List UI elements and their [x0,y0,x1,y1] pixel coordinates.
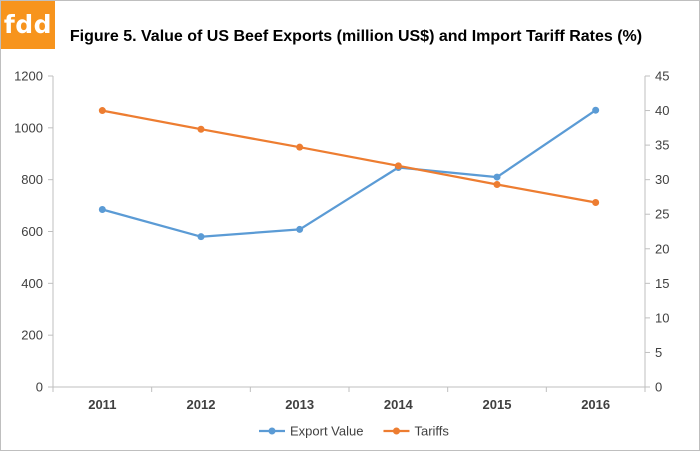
left-tick-label: 600 [21,224,43,239]
right-tick-label: 10 [655,310,669,325]
legend-label-export-value: Export Value [290,424,363,439]
export-value-line [102,109,597,238]
tariffs-line [102,109,596,204]
right-tick-label: 25 [655,207,669,222]
left-tick-label: 200 [21,328,43,343]
right-tick-label: 40 [655,103,669,118]
right-tick-label: 35 [655,138,669,153]
tariffs-point [394,162,402,170]
right-tick-label: 0 [655,380,662,395]
right-tick-label: 15 [655,276,669,291]
x-tick-label: 2015 [483,397,512,412]
tariffs-point [98,107,106,115]
export-value-point [98,205,106,213]
series-layer [98,106,600,241]
legend-label-tariffs: Tariffs [414,424,449,439]
export-value-point [296,225,304,233]
left-tick-label: 0 [36,380,43,395]
chart-title: Figure 5. Value of US Beef Exports (mill… [70,28,642,45]
export-value-point [197,233,205,241]
export-value-point [592,106,600,114]
tariffs-point [493,181,501,189]
fdd-logo: fdd [1,1,55,49]
legend-marker-tariffs [392,427,400,435]
right-tick-label: 20 [655,241,669,256]
x-tick-label: 2011 [88,397,116,412]
left-tick-label: 800 [21,172,43,187]
x-tick-label: 2016 [581,397,610,412]
x-tick-label: 2014 [384,397,414,412]
legend: Export Value Tariffs [259,424,449,439]
left-tick-label: 1000 [14,120,43,135]
right-tick-label: 5 [655,345,662,360]
export-value-point [493,173,501,181]
right-tick-label: 45 [655,69,669,84]
left-tick-label: 1200 [14,69,43,84]
tariffs-point [197,125,205,133]
tariffs-point [296,143,304,151]
x-tick-label: 2012 [187,397,216,412]
axes: 0 200 400 600 800 1000 1200 0 5 10 15 20 25 30 35 40 45 2… [14,69,669,413]
x-tick-label: 2013 [285,397,314,412]
legend-marker-export-value [268,427,276,435]
left-tick-label: 400 [21,276,43,291]
right-tick-label: 30 [655,172,669,187]
tariffs-point [592,198,600,206]
